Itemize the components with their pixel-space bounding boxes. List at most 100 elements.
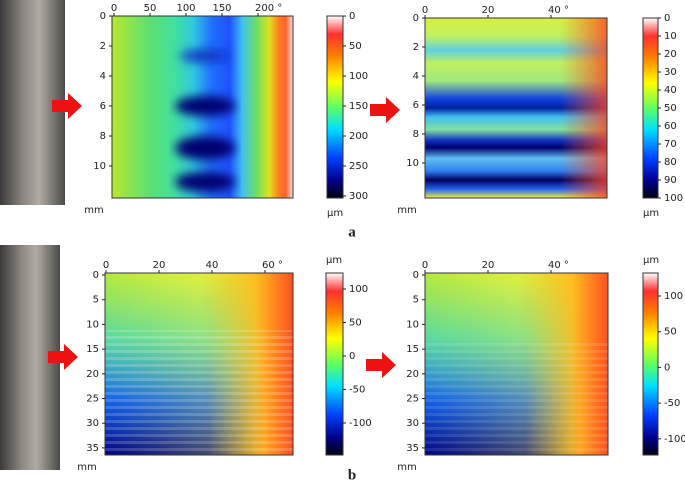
y-tick-label: 25	[86, 394, 99, 405]
map-frame	[424, 17, 608, 199]
colorbar-unit: µm	[326, 255, 342, 266]
x-tick-label: 20	[482, 260, 495, 271]
colorbar-tick-label: 0	[664, 13, 670, 24]
y-tick-label: 6	[413, 100, 419, 111]
y-tick-label: 15	[86, 344, 99, 355]
colorbar	[325, 272, 344, 456]
y-tick-label: 10	[86, 319, 99, 330]
y-tick-label: 10	[406, 319, 419, 330]
arrow	[370, 97, 400, 123]
x-tick-label: 40 °	[548, 260, 569, 271]
y-tick-label: 0	[413, 270, 419, 281]
heatmap	[425, 273, 608, 455]
y-tick-label: 8	[413, 129, 419, 140]
y-tick-label: 6	[100, 101, 106, 112]
colorbar	[642, 272, 659, 456]
colorbar	[326, 15, 344, 199]
map-frame	[111, 15, 294, 199]
y-tick-label: 10	[93, 161, 106, 172]
colorbar-tick-label: 70	[664, 139, 677, 150]
colorbar	[642, 17, 659, 199]
colorbar-tick-label: -100	[349, 418, 372, 429]
colorbar-tick-label: -50	[664, 398, 680, 409]
colorbar-tick-label: 200	[349, 131, 368, 142]
colorbar-tick-label: 50	[349, 318, 362, 329]
y-tick-label: 0	[93, 270, 99, 281]
colorbar-tick-label: 100	[349, 284, 368, 295]
y-tick-label: 30	[86, 418, 99, 429]
colorbar-tick-label: 60	[664, 121, 677, 132]
y-tick-label: 8	[100, 131, 106, 142]
y-tick-label: 35	[86, 443, 99, 454]
x-tick-label: 20	[153, 260, 166, 271]
panel-label: b	[348, 467, 356, 483]
colorbar-tick-label: -100	[664, 434, 685, 445]
colorbar-tick-label: 150	[349, 101, 368, 112]
y-unit: mm	[84, 205, 103, 216]
x-tick-label: 0	[111, 3, 117, 14]
colorbar-tick-label: 10	[664, 31, 677, 42]
x-tick-label: 20	[482, 5, 495, 16]
y-tick-label: 0	[100, 11, 106, 22]
x-tick-label: 200 °	[255, 3, 282, 14]
y-tick-label: 15	[406, 344, 419, 355]
y-tick-label: 35	[406, 443, 419, 454]
arrow	[48, 344, 78, 370]
x-tick-label: 150	[212, 3, 231, 14]
y-tick-label: 2	[413, 42, 419, 53]
colorbar-tick-label: 50	[664, 103, 677, 114]
y-tick-label: 0	[413, 13, 419, 24]
x-tick-label: 0	[103, 260, 109, 271]
colorbar-tick-label: 40	[664, 85, 677, 96]
x-tick-label: 50	[144, 3, 157, 14]
x-tick-label: 40 °	[548, 5, 569, 16]
y-tick-label: 10	[406, 158, 419, 169]
y-unit: mm	[77, 462, 96, 473]
colorbar-unit: µm	[327, 208, 343, 219]
colorbar-tick-label: 0	[349, 11, 355, 22]
y-tick-label: 5	[93, 295, 99, 306]
colorbar-tick-label: 100	[349, 71, 368, 82]
colorbar-tick-label: 90	[664, 175, 677, 186]
colorbar-tick-label: 100	[664, 291, 683, 302]
panel-label: a	[348, 224, 356, 240]
y-tick-label: 2	[100, 41, 106, 52]
arrow	[366, 352, 396, 378]
colorbar-tick-label: 30	[664, 67, 677, 78]
heatmap	[425, 18, 607, 198]
y-unit: mm	[397, 205, 416, 216]
x-tick-label: 60 °	[262, 260, 283, 271]
colorbar-tick-label: 300	[349, 191, 368, 202]
x-tick-label: 0	[422, 260, 428, 271]
colorbar-tick-label: 50	[664, 327, 677, 338]
y-tick-label: 20	[406, 369, 419, 380]
y-tick-label: 5	[413, 295, 419, 306]
arrow	[52, 93, 82, 119]
colorbar-tick-label: 250	[349, 161, 368, 172]
heatmap	[112, 16, 293, 198]
colorbar-tick-label: 100	[664, 193, 683, 204]
y-tick-label: 30	[406, 418, 419, 429]
colorbar-tick-label: 0	[349, 351, 355, 362]
y-tick-label: 4	[413, 71, 419, 82]
y-tick-label: 4	[100, 71, 106, 82]
colorbar-tick-label: 80	[664, 157, 677, 168]
colorbar-tick-label: 0	[664, 362, 670, 373]
x-tick-label: 100	[176, 3, 195, 14]
colorbar-tick-label: -50	[349, 385, 365, 396]
colorbar-tick-label: 20	[664, 49, 677, 60]
heatmap	[105, 273, 293, 455]
y-unit: mm	[397, 462, 416, 473]
arrows	[48, 93, 400, 378]
colorbar-unit: µm	[643, 255, 659, 266]
map-frame	[424, 272, 609, 456]
map-frame	[104, 272, 294, 456]
colorbar-tick-label: 50	[349, 41, 362, 52]
x-tick-label: 40	[206, 260, 219, 271]
colorbar-unit: µm	[643, 208, 659, 219]
y-tick-label: 25	[406, 394, 419, 405]
y-tick-label: 20	[86, 369, 99, 380]
